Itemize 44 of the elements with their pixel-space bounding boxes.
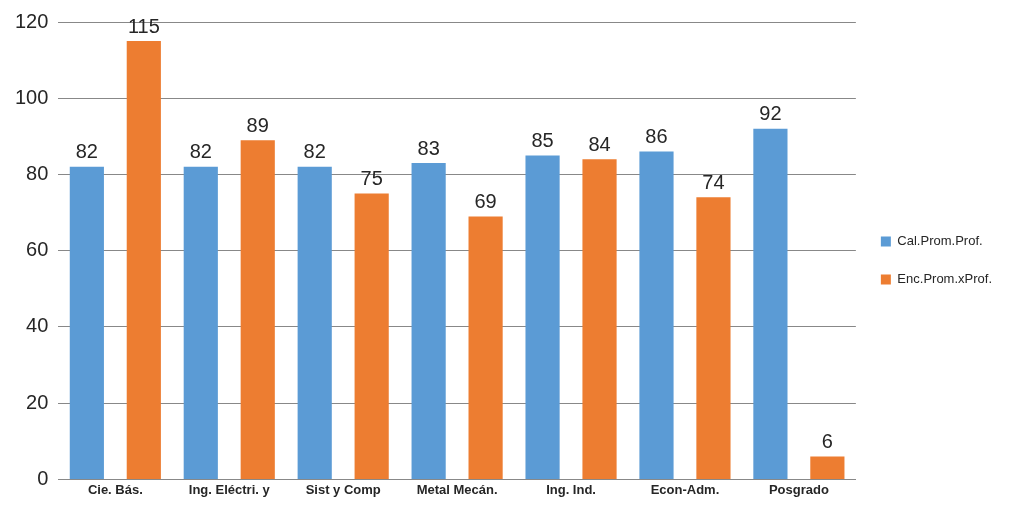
data-label: 69 <box>474 189 497 212</box>
data-label: 115 <box>127 14 160 37</box>
bar <box>582 159 617 479</box>
data-label: 82 <box>75 140 98 163</box>
y-tick-label: 120 <box>14 9 49 32</box>
data-label: 89 <box>246 113 269 136</box>
data-label: 74 <box>702 170 725 193</box>
bar <box>411 163 446 479</box>
x-tick-label: Cie. Bás. <box>87 481 143 497</box>
bar <box>810 456 845 479</box>
y-tick-label: 20 <box>26 390 49 413</box>
legend-label: Cal.Prom.Prof. <box>897 233 983 249</box>
bar <box>354 193 389 479</box>
bar <box>696 197 731 479</box>
data-label: 85 <box>531 128 554 151</box>
bar <box>468 216 503 479</box>
y-tick-label: 40 <box>26 314 49 337</box>
y-tick-label: 0 <box>37 466 49 489</box>
bar <box>240 140 275 479</box>
x-tick-label: Sist y Comp <box>305 481 381 497</box>
data-label: 82 <box>189 140 212 163</box>
bar <box>753 128 788 479</box>
x-tick-label: Ing. Eléctri. y <box>188 481 271 497</box>
x-tick-label: Metal Mecán. <box>416 481 498 497</box>
data-label: 6 <box>821 430 833 453</box>
y-tick-label: 100 <box>14 85 49 108</box>
x-tick-label: Posgrado <box>768 481 829 497</box>
data-label: 83 <box>417 136 440 159</box>
x-tick-label: Econ-Adm. <box>650 481 720 497</box>
data-label: 82 <box>303 140 326 163</box>
data-label: 86 <box>645 125 668 148</box>
bar <box>639 151 674 479</box>
x-tick-label: Ing. Ind. <box>546 481 596 497</box>
y-tick-label: 60 <box>26 238 49 261</box>
bar <box>297 166 332 479</box>
data-label: 84 <box>588 132 611 155</box>
bar <box>525 155 560 479</box>
data-label: 75 <box>360 167 383 190</box>
bar <box>183 166 218 479</box>
y-tick-label: 80 <box>26 161 49 184</box>
data-label: 92 <box>759 102 782 125</box>
bar <box>126 41 161 479</box>
bar <box>69 166 104 479</box>
legend-label: Enc.Prom.xProf. <box>897 271 992 287</box>
